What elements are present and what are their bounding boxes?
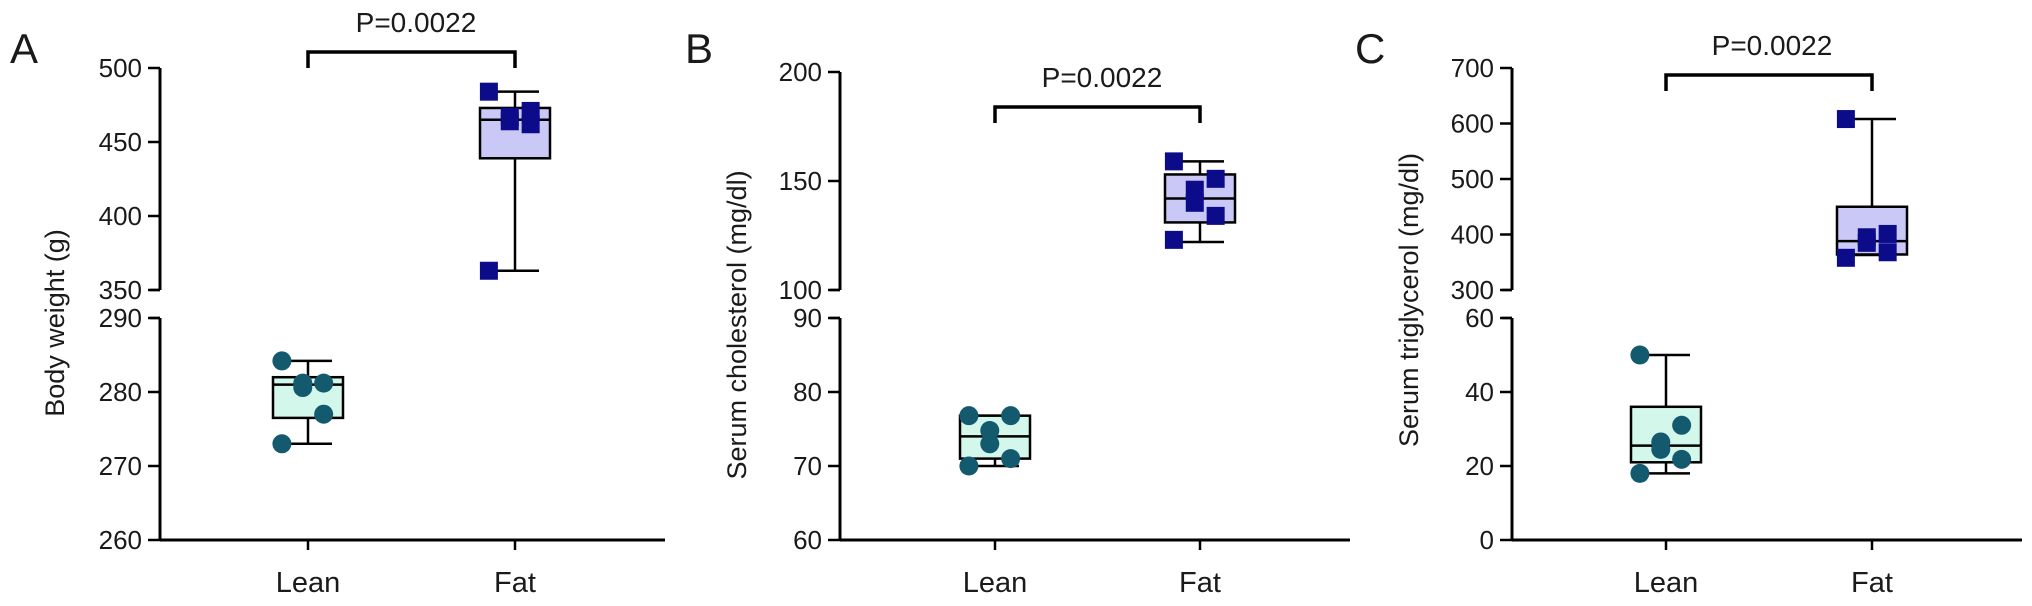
y-tick-label: 80 [793, 377, 822, 407]
y-tick-label: 500 [99, 53, 142, 83]
data-point-lean [1630, 463, 1650, 483]
data-point-fat [1878, 224, 1897, 243]
data-point-fat [1164, 230, 1183, 249]
data-point-lean [314, 404, 334, 424]
x-tick-label-lean: Lean [1634, 567, 1699, 599]
data-point-lean [1651, 439, 1671, 459]
y-tick-label: 600 [1451, 109, 1494, 139]
y-tick-label: 100 [779, 275, 822, 305]
y-axis-title: Serum triglycerol (mg/dl) [1394, 153, 1424, 447]
y-tick-label: 290 [99, 303, 142, 333]
y-tick-label: 0 [1480, 525, 1494, 555]
y-tick-label: 70 [793, 451, 822, 481]
y-tick-label: 60 [1465, 303, 1494, 333]
panel-letter: A [10, 25, 38, 72]
significance-bracket [306, 50, 517, 68]
y-tick-label: 150 [779, 166, 822, 196]
data-point-lean [980, 434, 1000, 454]
data-point-fat [521, 115, 540, 134]
data-point-lean [959, 406, 979, 426]
data-point-fat [1206, 169, 1225, 188]
panel-b: B Serum cholesterol (mg/dl) P=0.0022 Lea… [685, 25, 1350, 599]
y-tick-label: 300 [1451, 275, 1494, 305]
data-point-fat [1206, 206, 1225, 225]
data-point-lean [314, 373, 334, 393]
data-point-lean [272, 434, 292, 454]
y-tick-label: 700 [1451, 53, 1494, 83]
data-point-fat [479, 261, 498, 280]
y-tick-label: 60 [793, 525, 822, 555]
p-value-annotation: P=0.0022 [356, 7, 477, 38]
y-tick-label: 40 [1465, 377, 1494, 407]
x-tick-label-lean: Lean [963, 567, 1028, 599]
data-point-lean [980, 420, 1000, 440]
y-tick-label: 260 [99, 525, 142, 555]
data-point-lean [272, 351, 292, 371]
significance-bracket [993, 105, 1202, 123]
data-point-fat [1836, 110, 1855, 129]
data-point-lean [1001, 406, 1021, 426]
y-tick-label: 500 [1451, 164, 1494, 194]
x-tick-label-fat: Fat [494, 567, 536, 599]
y-tick-label: 450 [99, 127, 142, 157]
data-point-fat [1878, 243, 1897, 262]
data-point-fat [1164, 152, 1183, 171]
panel-c: C Serum triglycerol (mg/dl) P=0.0022 Lea… [1355, 25, 2022, 599]
data-point-lean [1672, 415, 1692, 435]
x-tick-label-fat: Fat [1179, 567, 1221, 599]
data-point-lean [1630, 345, 1650, 365]
panel-a: A Body weight (g) P=0.0022 Lean Fat 260 2… [10, 7, 665, 599]
significance-bracket [1664, 73, 1874, 91]
p-value-annotation: P=0.0022 [1042, 62, 1163, 93]
data-point-lean [1672, 449, 1692, 469]
y-tick-label: 200 [779, 57, 822, 87]
y-tick-label: 350 [99, 275, 142, 305]
y-tick-label: 280 [99, 377, 142, 407]
p-value-annotation: P=0.0022 [1712, 30, 1833, 61]
data-point-fat [1857, 233, 1876, 252]
panel-letter: B [685, 25, 713, 72]
y-tick-label: 400 [99, 201, 142, 231]
data-point-fat [479, 82, 498, 101]
x-tick-label-lean: Lean [276, 567, 341, 599]
y-tick-label: 270 [99, 451, 142, 481]
data-point-lean [1001, 449, 1021, 469]
x-tick-label-fat: Fat [1851, 567, 1893, 599]
data-point-lean [959, 456, 979, 476]
y-tick-label: 400 [1451, 220, 1494, 250]
panel-letter: C [1355, 25, 1385, 72]
data-point-fat [1185, 193, 1204, 212]
data-point-fat [500, 112, 519, 131]
y-axis-title: Body weight (g) [40, 229, 70, 417]
y-tick-label: 90 [793, 303, 822, 333]
data-point-lean [293, 378, 313, 398]
data-point-fat [1836, 248, 1855, 267]
y-tick-label: 20 [1465, 451, 1494, 481]
y-axis-title: Serum cholesterol (mg/dl) [722, 170, 752, 479]
